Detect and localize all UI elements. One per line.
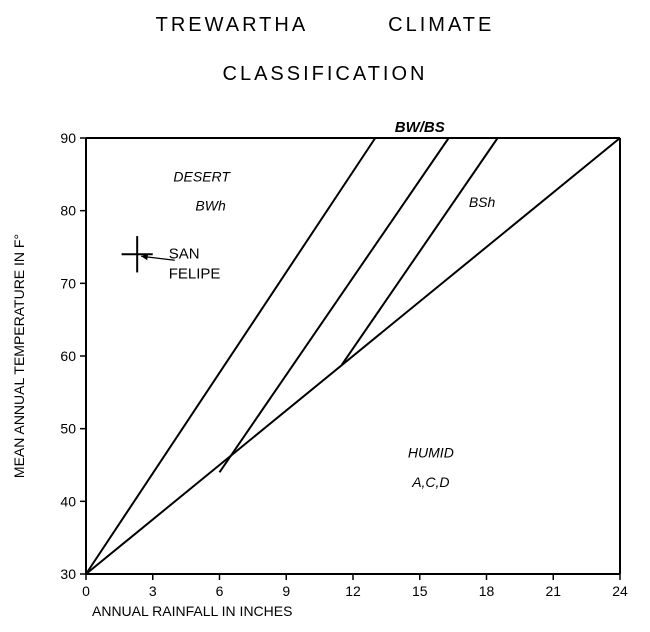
x-tick-label: 15	[412, 583, 428, 599]
title-word-climate: CLIMATE	[388, 14, 494, 36]
x-tick-label: 9	[282, 583, 290, 599]
y-tick-label: 50	[60, 421, 76, 437]
bsh-boundary	[342, 138, 498, 365]
y-axis-label: MEAN ANNUAL TEMPERATURE IN F°	[11, 234, 27, 478]
y-tick-label: 80	[60, 203, 76, 219]
title-word-trewartha: TREWARTHA	[156, 14, 309, 36]
bw-bs-label: BW/BS	[395, 120, 445, 136]
climate-chart: 0 3 6 9 12 15 18 21 24 30 40 50 60 70 80 90 ANNUAL RAINF…	[0, 120, 650, 632]
x-tick-label: 12	[345, 583, 361, 599]
humid-label-2: A,C,D	[411, 474, 449, 490]
desert-label-1: DESERT	[173, 169, 231, 185]
x-tick-label: 24	[612, 583, 628, 599]
y-tick-label: 60	[60, 348, 76, 364]
title-line-1: TREWARTHA CLIMATE	[0, 14, 650, 37]
y-tick-label: 40	[60, 493, 76, 509]
x-tick-label: 0	[82, 583, 90, 599]
x-tick-label: 21	[545, 583, 561, 599]
x-tick-label: 6	[216, 583, 224, 599]
x-tick-label: 18	[479, 583, 495, 599]
title-line-2: CLASSIFICATION	[0, 63, 650, 86]
y-tick-label: 70	[60, 275, 76, 291]
x-axis-label: ANNUAL RAINFALL IN INCHES	[92, 603, 292, 619]
y-tick-label: 90	[60, 130, 76, 146]
desert-label-2: BWh	[195, 198, 226, 214]
left-boundary	[86, 138, 375, 574]
humid-label-1: HUMID	[408, 445, 454, 461]
san-felipe-label-1: FELIPE	[169, 265, 221, 282]
bsh-label: BSh	[469, 194, 496, 210]
title-block: TREWARTHA CLIMATE CLASSIFICATION	[0, 0, 650, 120]
x-tick-label: 3	[149, 583, 157, 599]
y-tick-label: 30	[60, 566, 76, 582]
san-felipe-label-0: SAN	[169, 245, 200, 262]
humid-boundary	[86, 138, 620, 574]
